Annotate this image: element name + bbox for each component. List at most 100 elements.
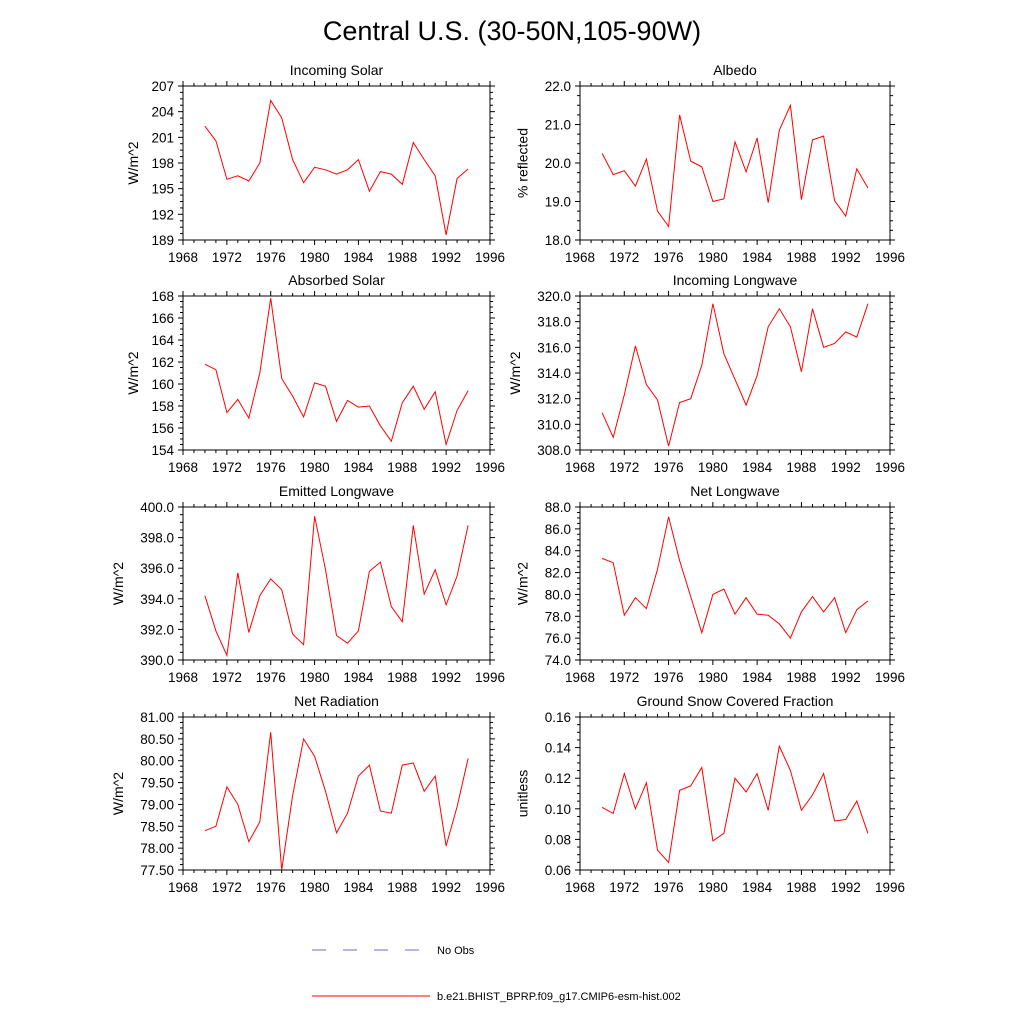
y-tick-label: 76.0 <box>545 631 571 646</box>
plot-frame <box>579 85 891 241</box>
y-tick-label: 394.0 <box>140 592 174 607</box>
x-tick-label: 1972 <box>609 880 639 895</box>
x-tick-label: 1992 <box>831 250 861 265</box>
x-tick-label: 1968 <box>168 880 198 895</box>
y-tick-label: 316.0 <box>537 340 571 355</box>
y-axis-label: W/m^2 <box>125 141 141 184</box>
x-tick-label: 1976 <box>654 880 684 895</box>
plot-frame <box>182 716 491 871</box>
legend: No Obs b.e21.BHIST_BPRP.f09_g17.CMIP6-es… <box>312 945 681 1003</box>
y-axis-label: W/m^2 <box>125 351 141 394</box>
x-tick-label: 1988 <box>387 460 417 475</box>
x-tick-label: 1968 <box>168 670 198 685</box>
panel-title: Incoming Solar <box>290 62 384 78</box>
x-tick-label: 1972 <box>212 250 242 265</box>
legend-obs-label: No Obs <box>437 945 475 957</box>
x-tick-label: 1988 <box>786 460 816 475</box>
x-tick-label: 1996 <box>475 250 505 265</box>
x-tick-label: 1996 <box>875 670 905 685</box>
x-tick-label: 1996 <box>475 670 505 685</box>
series-line-1 <box>204 516 469 658</box>
y-tick-label: 310.0 <box>537 417 571 432</box>
figure-title: Central U.S. (30-50N,105-90W) <box>323 16 701 46</box>
y-tick-label: 156 <box>151 421 174 436</box>
x-tick-label: 1980 <box>698 670 728 685</box>
y-tick-label: 81.00 <box>140 710 174 725</box>
y-tick-label: 312.0 <box>537 392 571 407</box>
y-tick-label: 164 <box>151 333 174 348</box>
x-tick-label: 1984 <box>742 670 773 685</box>
y-tick-label: 207 <box>151 79 174 94</box>
y-tick-label: 20.0 <box>545 156 571 171</box>
panel-8: Ground Snow Covered Fraction 1968 1972 1976… <box>515 693 905 895</box>
x-tick-label: 1968 <box>168 250 198 265</box>
x-tick-label: 1976 <box>256 880 286 895</box>
y-tick-label: 0.12 <box>545 771 571 786</box>
y-tick-label: 201 <box>151 130 174 145</box>
x-tick-label: 1996 <box>475 880 505 895</box>
y-axis-label: W/m^2 <box>515 562 531 605</box>
x-tick-label: 1980 <box>300 460 330 475</box>
y-tick-label: 80.00 <box>140 754 174 769</box>
y-tick-label: 79.50 <box>140 776 174 791</box>
y-tick-label: 195 <box>151 182 174 197</box>
y-tick-label: 84.0 <box>545 544 571 559</box>
plot-frame <box>579 506 891 661</box>
x-tick-label: 1996 <box>875 880 905 895</box>
y-tick-label: 0.10 <box>545 802 571 817</box>
x-tick-label: 1980 <box>698 250 728 265</box>
y-tick-label: 0.08 <box>545 832 571 847</box>
panel-1: Incoming Solar 1968 1972 1976 1980 1984 1988 19… <box>125 62 505 265</box>
y-tick-label: 168 <box>151 289 174 304</box>
y-tick-label: 398.0 <box>140 531 174 546</box>
y-tick-label: 79.00 <box>140 797 174 812</box>
y-tick-label: 162 <box>151 355 174 370</box>
y-tick-label: 22.0 <box>545 79 571 94</box>
plot-frame <box>579 295 891 451</box>
y-tick-label: 18.0 <box>545 233 571 248</box>
x-tick-label: 1968 <box>565 250 595 265</box>
y-tick-label: 80.0 <box>545 587 571 602</box>
y-axis-label: W/m^2 <box>110 562 126 605</box>
series-line-1 <box>204 298 469 447</box>
panel-title: Incoming Longwave <box>673 272 798 288</box>
y-tick-label: 19.0 <box>545 195 571 210</box>
x-tick-label: 1980 <box>300 670 330 685</box>
y-tick-label: 204 <box>151 105 174 120</box>
y-axis-label: % reflected <box>515 128 531 198</box>
x-tick-label: 1992 <box>431 880 461 895</box>
panel-title: Emitted Longwave <box>279 483 394 499</box>
x-tick-label: 1976 <box>256 460 286 475</box>
x-tick-label: 1968 <box>565 460 595 475</box>
y-tick-label: 198 <box>151 156 174 171</box>
series-line-1 <box>601 303 869 447</box>
y-tick-label: 88.0 <box>545 500 571 515</box>
series-line-1 <box>204 732 469 870</box>
y-axis-label: unitless <box>515 770 531 817</box>
x-tick-label: 1976 <box>654 670 684 685</box>
y-tick-label: 320.0 <box>537 289 571 304</box>
x-tick-label: 1972 <box>212 880 242 895</box>
y-tick-label: 308.0 <box>537 443 571 458</box>
y-tick-label: 396.0 <box>140 561 174 576</box>
y-tick-label: 400.0 <box>140 500 174 515</box>
panel-title: Net Radiation <box>294 693 379 709</box>
x-tick-label: 1992 <box>831 670 861 685</box>
panel-4: Incoming Longwave 1968 1972 1976 1980 1984 198… <box>507 272 905 475</box>
y-tick-label: 86.0 <box>545 522 571 537</box>
y-axis-label: W/m^2 <box>507 351 523 394</box>
y-axis-label: W/m^2 <box>110 772 126 815</box>
panel-5: Emitted Longwave 1968 1972 1976 1980 1984 1988… <box>110 483 505 685</box>
plot-frame <box>579 716 891 871</box>
x-tick-label: 1976 <box>256 250 286 265</box>
y-tick-label: 0.14 <box>545 741 572 756</box>
x-tick-label: 1984 <box>343 460 374 475</box>
y-tick-label: 390.0 <box>140 653 174 668</box>
series-line-1 <box>204 99 469 235</box>
x-tick-label: 1992 <box>431 460 461 475</box>
x-tick-label: 1968 <box>168 460 198 475</box>
x-tick-label: 1972 <box>609 250 639 265</box>
x-tick-label: 1988 <box>387 250 417 265</box>
y-tick-label: 21.0 <box>545 118 571 133</box>
x-tick-label: 1988 <box>786 670 816 685</box>
